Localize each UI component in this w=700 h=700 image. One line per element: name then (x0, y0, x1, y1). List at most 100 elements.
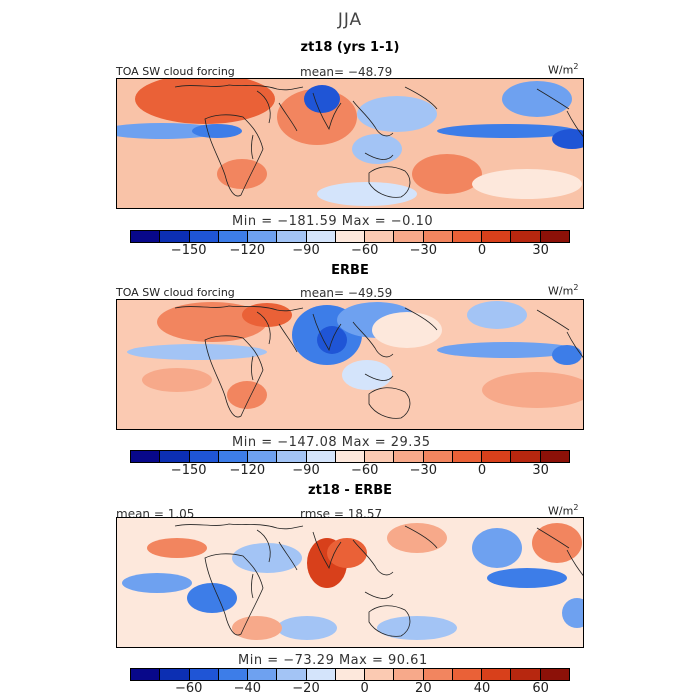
colorbar-tick-label: −30 (409, 243, 438, 258)
coastline (404, 86, 438, 110)
coastline (251, 573, 254, 599)
coastline (278, 323, 298, 353)
colorbar-swatch (394, 231, 424, 242)
map-contour-region (562, 598, 583, 628)
coastline (278, 541, 298, 571)
map-contour-region (552, 345, 582, 365)
map-contour-region (502, 81, 572, 117)
colorbar-tick-label: −60 (350, 463, 379, 478)
map-contour-region (437, 342, 577, 358)
colorbar-swatch (131, 669, 161, 680)
coastline (566, 549, 583, 576)
coastline (251, 134, 254, 160)
map-contour-region (352, 134, 402, 164)
coastline (174, 523, 304, 530)
coastline (204, 114, 264, 197)
colorbar-swatch (423, 669, 453, 680)
colorbar-swatch (365, 451, 395, 462)
panel-1-mean: mean= −48.79 (300, 65, 393, 79)
colorbar-swatch (540, 231, 569, 242)
panel-2-map (116, 299, 584, 430)
colorbar-swatch (277, 451, 307, 462)
colorbar-tick-label: −120 (229, 463, 266, 478)
map-contour-region (372, 312, 442, 348)
coastline (251, 355, 254, 381)
map-contour-region (532, 523, 582, 563)
map-contour-region (142, 368, 212, 392)
colorbar-swatch (160, 669, 190, 680)
coastline (536, 309, 570, 331)
colorbar-tick-label: 0 (477, 463, 487, 478)
colorbar-swatch (394, 451, 424, 462)
coastline (278, 102, 298, 132)
colorbar-swatch (218, 669, 249, 680)
map-contour-region (467, 301, 527, 329)
map-contour-region (135, 79, 275, 124)
colorbar-swatch (540, 669, 569, 680)
colorbar-tick-label: −90 (292, 463, 320, 478)
colorbar-tick-label: −60 (350, 243, 379, 258)
map-contour-region (304, 85, 340, 113)
panel-3-colorbar (130, 668, 570, 681)
panel-1-variable-label: TOA SW cloud forcing (116, 65, 235, 78)
panel-2-title: ERBE (331, 263, 369, 278)
colorbar-swatch (511, 669, 541, 680)
map-contour-region (487, 568, 567, 588)
colorbar-tick-label: 60 (532, 681, 549, 696)
colorbar-swatch (277, 231, 307, 242)
coastline (174, 84, 304, 91)
coastline (368, 605, 411, 637)
colorbar-tick-label: 0 (477, 243, 487, 258)
map-contour-region (232, 616, 282, 640)
coastline (312, 92, 342, 131)
colorbar-swatch (131, 451, 161, 462)
colorbar-swatch (306, 231, 336, 242)
coastline (566, 110, 583, 137)
colorbar-swatch (482, 451, 512, 462)
map-contour-region (122, 573, 192, 593)
colorbar-tick-label: 20 (415, 681, 432, 696)
panel-2-min-max: Min = −147.08 Max = 29.35 (232, 435, 431, 450)
colorbar-swatch (452, 669, 483, 680)
colorbar-swatch (482, 231, 512, 242)
colorbar-swatch (394, 669, 424, 680)
coastline (364, 152, 394, 160)
panel-3-map (116, 517, 584, 648)
colorbar-swatch (189, 231, 219, 242)
colorbar-tick-label: −120 (229, 243, 266, 258)
panel-1-map (116, 78, 584, 209)
map-contour-region (227, 381, 267, 409)
map-field (117, 518, 583, 647)
coastline (368, 387, 411, 419)
colorbar-tick-label: 30 (532, 243, 549, 258)
map-contour-region (117, 123, 222, 139)
map-contour-region (327, 538, 367, 568)
map-contour-region (277, 616, 337, 640)
map-contour-region (437, 124, 577, 138)
colorbar-swatch (248, 451, 278, 462)
colorbar-tick-label: −20 (292, 681, 320, 696)
colorbar-swatch (160, 451, 190, 462)
coastline (536, 527, 570, 549)
panel-2-mean: mean= −49.59 (300, 286, 393, 300)
colorbar-swatch (511, 231, 541, 242)
colorbar-tick-label: 0 (360, 681, 369, 696)
coastline (566, 331, 583, 358)
coastline (174, 305, 304, 312)
coastline (352, 100, 394, 137)
colorbar-swatch (189, 669, 219, 680)
colorbar-swatch (131, 231, 161, 242)
coastline (404, 307, 438, 331)
colorbar-swatch (277, 669, 307, 680)
coastline (204, 553, 264, 636)
colorbar-swatch (511, 451, 541, 462)
map-contour-region (412, 154, 482, 194)
panel-2-units: W/m2 (548, 283, 579, 298)
colorbar-tick-label: −150 (170, 243, 207, 258)
map-contour-region (472, 528, 522, 568)
colorbar-swatch (160, 231, 190, 242)
map-contour-region (482, 372, 583, 408)
colorbar-tick-label: −40 (233, 681, 262, 696)
colorbar-swatch (218, 451, 249, 462)
colorbar-tick-label: 40 (473, 681, 491, 696)
